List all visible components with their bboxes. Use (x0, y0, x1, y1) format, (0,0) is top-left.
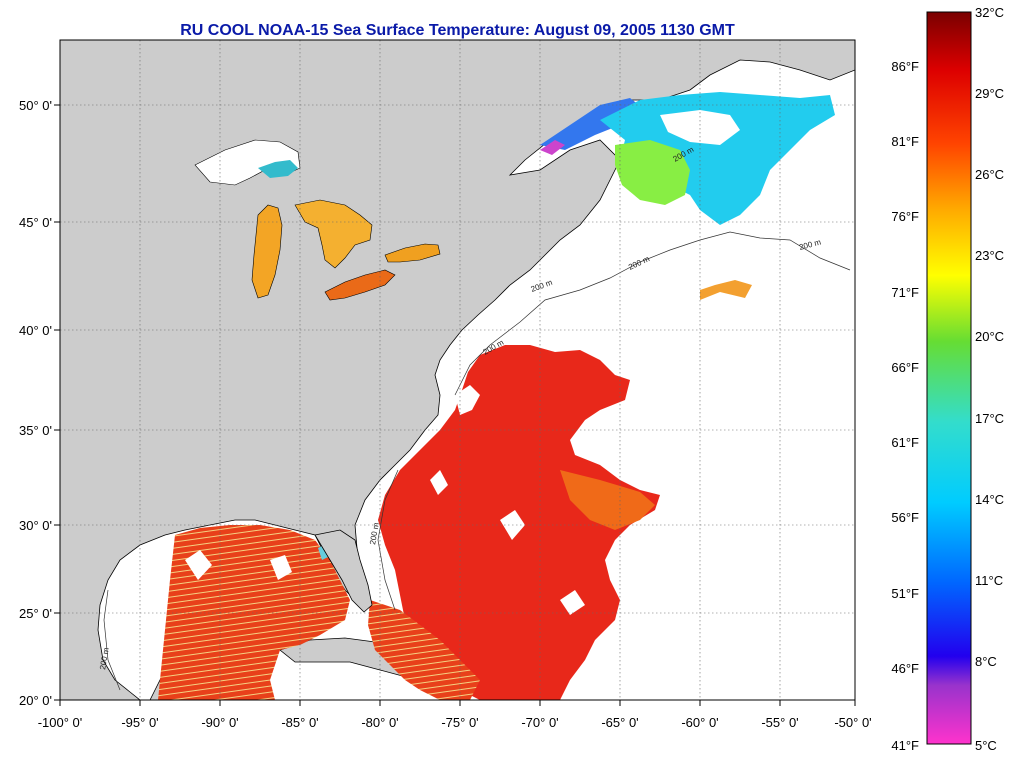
lon-label: -60° 0' (681, 715, 718, 730)
celsius-label: 20°C (975, 329, 1004, 344)
longitude-labels: -100° 0' -95° 0' -90° 0' -85° 0' -80° 0'… (38, 715, 872, 730)
colorbar-fahrenheit-labels: 86°F 81°F 76°F 71°F 66°F 61°F 56°F 51°F … (891, 59, 919, 753)
fahrenheit-label: 56°F (891, 510, 919, 525)
fahrenheit-label: 81°F (891, 134, 919, 149)
lat-label: 30° 0' (19, 518, 52, 533)
colorbar: 32°C 29°C 26°C 23°C 20°C 17°C 14°C 11°C … (891, 5, 1004, 753)
lat-label: 50° 0' (19, 98, 52, 113)
lon-label: -90° 0' (201, 715, 238, 730)
lon-label: -75° 0' (441, 715, 478, 730)
celsius-label: 11°C (975, 573, 1003, 588)
gulf-of-st-lawrence-sst (540, 92, 835, 225)
lat-label: 35° 0' (19, 423, 52, 438)
florida-straits-sst (368, 600, 480, 700)
great-lakes (194, 139, 441, 301)
celsius-label: 14°C (975, 492, 1004, 507)
lon-label: -65° 0' (601, 715, 638, 730)
lake-ontario (384, 243, 441, 263)
fahrenheit-label: 66°F (891, 360, 919, 375)
map-area: 200 m 200 m 200 m 200 m 200 m 200 m 200 … (60, 40, 855, 700)
isobath-label: 200 m (98, 647, 111, 671)
celsius-label: 5°C (975, 738, 997, 753)
axis-ticks (54, 104, 856, 706)
map-frame (59, 39, 856, 701)
fahrenheit-label: 76°F (891, 209, 919, 224)
fahrenheit-label: 86°F (891, 59, 919, 74)
fahrenheit-label: 71°F (891, 285, 919, 300)
lon-label: -95° 0' (121, 715, 158, 730)
figure-title: RU COOL NOAA-15 Sea Surface Temperature:… (180, 22, 735, 39)
lake-michigan (251, 204, 283, 299)
colorbar-celsius-labels: 32°C 29°C 26°C 23°C 20°C 17°C 14°C 11°C … (975, 5, 1004, 753)
lon-label: -85° 0' (281, 715, 318, 730)
florida-peninsula (314, 529, 373, 613)
lat-label: 40° 0' (19, 323, 52, 338)
atlantic-sst (378, 345, 660, 700)
lon-label: -50° 0' (834, 715, 871, 730)
offshore-warm-patch (700, 280, 752, 300)
celsius-label: 8°C (975, 654, 997, 669)
celsius-label: 32°C (975, 5, 1004, 20)
lon-label: -70° 0' (521, 715, 558, 730)
lat-label: 20° 0' (19, 693, 52, 708)
fahrenheit-label: 61°F (891, 435, 919, 450)
lon-label: -55° 0' (761, 715, 798, 730)
lake-huron (294, 199, 373, 269)
celsius-label: 26°C (975, 167, 1004, 182)
colorbar-gradient (926, 11, 972, 745)
latitude-labels: 50° 0' 45° 0' 40° 0' 35° 0' 30° 0' 25° 0… (19, 98, 52, 708)
fahrenheit-label: 46°F (891, 661, 919, 676)
isobath-label: 200 m (368, 522, 381, 546)
lon-label: -100° 0' (38, 715, 83, 730)
fahrenheit-label: 51°F (891, 586, 919, 601)
celsius-label: 29°C (975, 86, 1004, 101)
fahrenheit-label: 41°F (891, 738, 919, 753)
lat-label: 45° 0' (19, 215, 52, 230)
celsius-label: 17°C (975, 411, 1004, 426)
lat-label: 25° 0' (19, 606, 52, 621)
isobath-labels: 200 m 200 m 200 m 200 m 200 m 200 m 200 … (98, 145, 822, 671)
celsius-label: 23°C (975, 248, 1004, 263)
isobath-lines (103, 231, 851, 691)
graticule (60, 40, 855, 700)
lon-label: -80° 0' (361, 715, 398, 730)
lake-erie (324, 269, 396, 301)
